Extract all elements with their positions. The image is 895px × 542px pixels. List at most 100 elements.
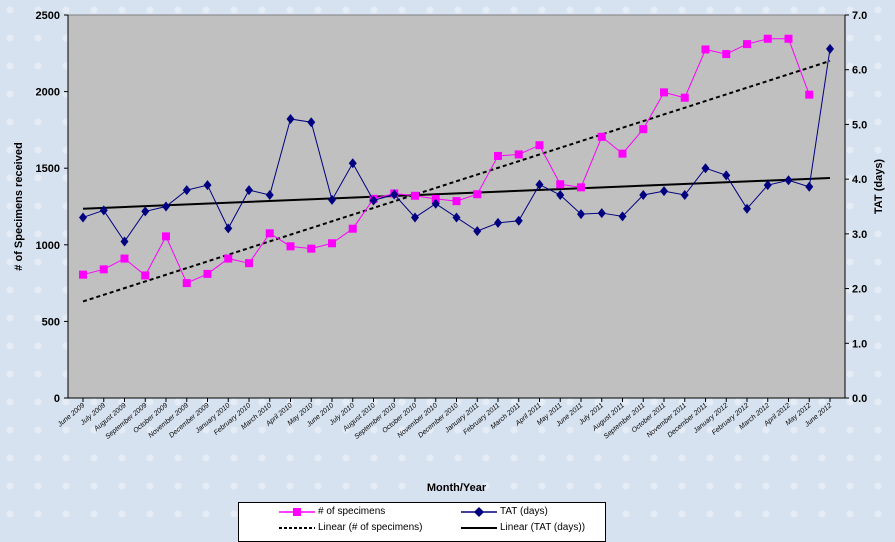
tat-point [224, 223, 233, 234]
tat-point [494, 217, 502, 228]
specimens-point [577, 183, 585, 192]
tat-point [639, 190, 648, 201]
tat-point [79, 212, 87, 223]
y-axis-title: # of Specimens received [13, 142, 25, 270]
specimens-point [307, 244, 316, 253]
y2-tick-label: 2.0 [852, 284, 867, 296]
tat-point [99, 205, 108, 216]
specimens-point [79, 270, 87, 279]
specimens-point [348, 224, 357, 233]
tat-point [411, 212, 419, 223]
tat-point [826, 43, 834, 54]
specimens-point [203, 269, 212, 278]
y2-tick-label: 3.0 [852, 229, 867, 241]
trendline-tat [82, 177, 831, 210]
y2-tick-label: 1.0 [852, 338, 867, 350]
specimens-point [141, 271, 150, 280]
specimens-point [535, 141, 544, 150]
tat-point [452, 212, 461, 223]
y-tick-label: 1500 [36, 163, 60, 175]
y2-tick-label: 0.0 [852, 393, 867, 405]
specimens-point [494, 151, 502, 160]
tat-point [577, 209, 585, 220]
y2-tick-label: 5.0 [852, 119, 867, 131]
specimens-point [722, 50, 731, 59]
specimens-point [265, 229, 274, 238]
specimens-point [639, 125, 648, 134]
specimens-point [99, 265, 108, 274]
specimens-point [514, 150, 523, 159]
specimens-point [660, 88, 668, 97]
y2-tick-label: 6.0 [852, 65, 867, 77]
tat-point [701, 163, 710, 174]
legend-item-tat: TAT (days) [461, 506, 548, 517]
y-tick-label: 2500 [36, 10, 60, 22]
specimens-point [805, 90, 814, 99]
y-tick-label: 2000 [36, 87, 60, 99]
tat-point [784, 175, 793, 186]
legend-item-linear-specimens: Linear (# of specimens) [279, 522, 423, 533]
specimens-point [182, 279, 191, 288]
specimens-point [286, 242, 295, 251]
tat-point [182, 185, 191, 196]
legend-item-specimens: # of specimens [279, 506, 385, 517]
tat-point [743, 203, 751, 214]
tat-point [597, 208, 606, 219]
legend-label: TAT (days) [500, 506, 548, 517]
tat-point [203, 180, 212, 191]
specimens-point [224, 254, 233, 263]
specimens-point [618, 149, 627, 158]
y2-tick-label: 4.0 [852, 174, 867, 186]
tat-point [120, 236, 129, 247]
legend-solid-line-icon [461, 526, 497, 529]
legend-item-linear-tat: Linear (TAT (days)) [461, 522, 585, 533]
tat-point [660, 186, 668, 197]
trendline-specimens [82, 60, 831, 303]
legend-label: Linear (# of specimens) [318, 522, 423, 533]
y-tick-label: 0 [54, 393, 60, 405]
specimens-point [743, 40, 751, 49]
specimens-point [763, 34, 772, 43]
chart-legend: # of specimens TAT (days) Linear (# of s… [238, 502, 606, 542]
legend-dashed-line-icon [279, 526, 315, 529]
specimens-point [162, 232, 170, 241]
specimens-point [328, 239, 336, 248]
specimens-point [245, 259, 253, 268]
tat-point [286, 113, 295, 124]
specimens-point [473, 190, 482, 199]
series-layer [79, 34, 834, 288]
tat-point [141, 206, 150, 217]
tat-point [348, 158, 357, 169]
tat-point [328, 194, 336, 205]
y2-axis-title: TAT (days) [873, 159, 885, 215]
tat-point [390, 189, 399, 200]
x-axis-title: Month/Year [427, 482, 487, 494]
trendlines [82, 60, 831, 303]
y-axis-left: 0 500 1000 1500 2000 2500 [36, 10, 69, 405]
specimens-point [680, 93, 689, 102]
legend-label: Linear (TAT (days)) [500, 522, 586, 533]
specimens-point [452, 197, 461, 206]
tat-point [805, 181, 814, 192]
legend-marker-square-icon [279, 507, 315, 516]
specimens-point [701, 45, 710, 54]
tat-point [680, 190, 689, 201]
tat-point [369, 195, 378, 206]
tat-point [763, 180, 772, 191]
specimens-point [411, 191, 419, 200]
legend-marker-diamond-icon [461, 506, 497, 517]
tat-point [514, 215, 523, 226]
tat-point [473, 226, 482, 237]
tat-point [431, 198, 440, 209]
y-tick-label: 1000 [36, 240, 60, 252]
plot-area [67, 14, 846, 399]
specimens-point [556, 180, 565, 189]
tat-point [307, 117, 316, 128]
tat-point [265, 190, 274, 201]
specimens-point [120, 254, 129, 263]
tat-point [618, 211, 627, 222]
legend-label: # of specimens [318, 506, 386, 517]
tat-point [535, 179, 544, 190]
